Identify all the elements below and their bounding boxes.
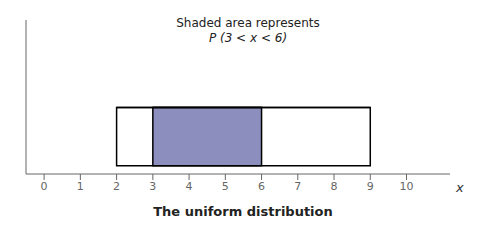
svg-text:6: 6 [258,180,265,193]
html-text:The uniform distribution: The uniform distribution [153,204,333,219]
svg-text:7: 7 [294,180,301,193]
svg-text:9: 9 [367,180,374,193]
svg-text:1: 1 [77,180,84,193]
svg-text:x: x [455,180,464,195]
svg-text:2: 2 [113,180,120,193]
svg-text:4: 4 [186,180,193,193]
svg-text:8: 8 [331,180,338,193]
svg-text:10: 10 [400,180,414,193]
svg-text:3: 3 [149,180,156,193]
html-text:Shaded area represents: Shaded area represents [176,16,320,30]
svg-text:5: 5 [222,180,229,193]
svg-text:0: 0 [41,180,48,193]
html-text:P (3 < x < 6): P (3 < x < 6) [208,31,288,45]
